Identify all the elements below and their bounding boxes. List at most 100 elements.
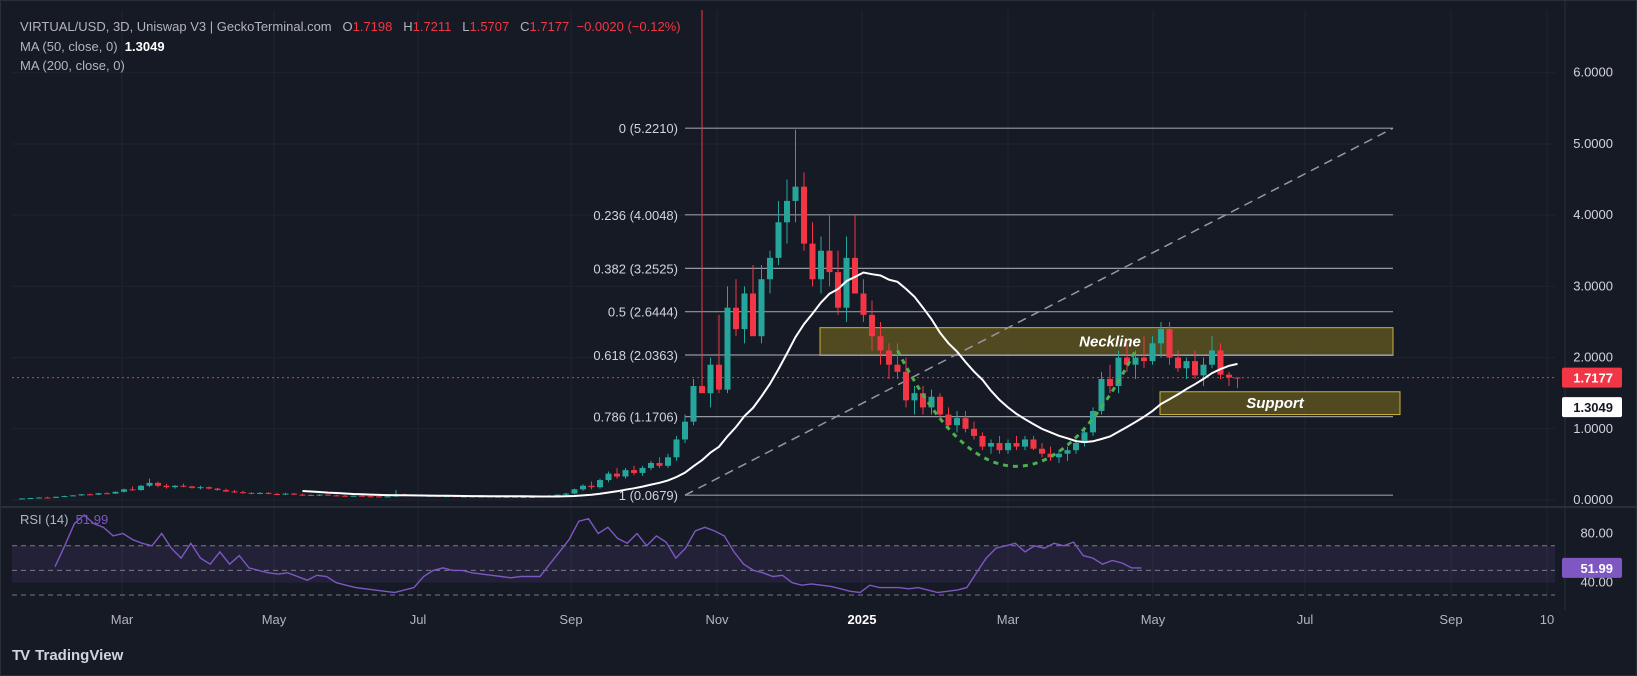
candle-body[interactable]	[520, 497, 527, 499]
candle-body[interactable]	[316, 494, 323, 496]
candle-body[interactable]	[852, 257, 858, 294]
candle-body[interactable]	[648, 462, 654, 468]
candle-body[interactable]	[325, 494, 331, 496]
candle-body[interactable]	[750, 293, 756, 337]
ma50-line[interactable]	[302, 271, 1238, 498]
candle-body[interactable]	[53, 496, 59, 498]
candle-body[interactable]	[979, 435, 986, 447]
candle-body[interactable]	[129, 489, 136, 491]
candle-body[interactable]	[869, 314, 875, 337]
candle-body[interactable]	[1200, 364, 1207, 376]
candle-body[interactable]	[622, 470, 629, 477]
candle-body[interactable]	[121, 489, 127, 492]
candle-body[interactable]	[299, 494, 306, 496]
candle-body[interactable]	[146, 482, 153, 486]
candle-body[interactable]	[1064, 450, 1071, 454]
candle-body[interactable]	[529, 497, 535, 499]
candle-body[interactable]	[1047, 453, 1054, 458]
candle-body[interactable]	[231, 491, 238, 493]
candle-body[interactable]	[367, 496, 374, 498]
candle-body[interactable]	[1132, 357, 1139, 365]
candle-body[interactable]	[1226, 374, 1232, 378]
candle-body[interactable]	[282, 493, 289, 495]
candle-body[interactable]	[104, 493, 110, 495]
candle-body[interactable]	[44, 497, 51, 499]
candle-body[interactable]	[1166, 329, 1173, 358]
candle-body[interactable]	[690, 386, 697, 422]
candle-body[interactable]	[138, 485, 144, 491]
candle-body[interactable]	[937, 396, 943, 415]
ma200-legend[interactable]: MA (200, close, 0)	[20, 58, 125, 73]
candle-body[interactable]	[903, 371, 909, 401]
candle-body[interactable]	[920, 393, 926, 408]
candle-body[interactable]	[1081, 432, 1088, 444]
candle-body[interactable]	[911, 393, 918, 401]
candle-body[interactable]	[801, 186, 807, 244]
candle-body[interactable]	[563, 493, 569, 495]
candle-body[interactable]	[333, 495, 340, 497]
candle-body[interactable]	[172, 485, 178, 488]
candle-body[interactable]	[1115, 357, 1122, 387]
candle-body[interactable]	[962, 418, 969, 429]
candle-body[interactable]	[206, 487, 212, 489]
candle-body[interactable]	[1098, 378, 1105, 411]
candle-body[interactable]	[223, 490, 229, 492]
candle-body[interactable]	[265, 492, 272, 494]
candle-body[interactable]	[571, 489, 578, 494]
candle-body[interactable]	[741, 293, 748, 330]
candle-body[interactable]	[214, 488, 221, 491]
candle-body[interactable]	[27, 498, 34, 500]
ma50-legend[interactable]: MA (50, close, 0) 1.3049	[20, 39, 165, 54]
candle-body[interactable]	[767, 257, 773, 280]
candle-body[interactable]	[818, 250, 824, 280]
candle-body[interactable]	[163, 485, 170, 488]
candle-body[interactable]	[70, 495, 76, 497]
candle-body[interactable]	[707, 364, 714, 394]
candle-body[interactable]	[954, 418, 960, 426]
candle-body[interactable]	[792, 186, 799, 201]
candle-body[interactable]	[605, 473, 612, 481]
candle-body[interactable]	[308, 495, 314, 497]
candle-body[interactable]	[359, 495, 365, 497]
candle-body[interactable]	[784, 200, 790, 223]
candle-body[interactable]	[1192, 361, 1198, 376]
candle-body[interactable]	[1234, 377, 1241, 379]
candle-body[interactable]	[860, 293, 867, 315]
candle-body[interactable]	[1183, 361, 1190, 369]
candle-body[interactable]	[826, 250, 833, 273]
candle-body[interactable]	[95, 493, 102, 495]
candle-body[interactable]	[682, 421, 688, 440]
candle-body[interactable]	[588, 485, 595, 488]
candle-body[interactable]	[1030, 439, 1037, 449]
candle-body[interactable]	[291, 493, 297, 495]
candle-body[interactable]	[886, 350, 892, 365]
candle-body[interactable]	[971, 428, 977, 436]
candle-body[interactable]	[1090, 410, 1096, 433]
candle-body[interactable]	[36, 497, 42, 499]
candle-body[interactable]	[809, 243, 816, 280]
candle-body[interactable]	[775, 222, 782, 258]
cup-pattern-curve[interactable]	[896, 349, 1137, 468]
candle-body[interactable]	[495, 496, 501, 498]
candle-body[interactable]	[724, 307, 731, 390]
candle-body[interactable]	[945, 414, 952, 426]
candle-body[interactable]	[376, 496, 382, 498]
candle-body[interactable]	[996, 443, 1003, 451]
candle-body[interactable]	[1056, 453, 1062, 458]
tradingview-brand[interactable]: TV TradingView	[12, 647, 123, 664]
candle-body[interactable]	[843, 257, 850, 308]
candle-body[interactable]	[639, 467, 646, 473]
candle-body[interactable]	[580, 485, 586, 490]
candle-body[interactable]	[1022, 439, 1028, 447]
candle-body[interactable]	[1039, 448, 1045, 454]
candle-body[interactable]	[614, 473, 620, 477]
candle-body[interactable]	[1158, 329, 1164, 344]
candle-body[interactable]	[384, 496, 391, 498]
candle-body[interactable]	[1149, 343, 1156, 362]
candle-body[interactable]	[78, 494, 85, 496]
candle-body[interactable]	[631, 470, 637, 473]
candle-body[interactable]	[155, 482, 161, 486]
candle-body[interactable]	[19, 498, 25, 500]
candle-body[interactable]	[87, 494, 93, 496]
